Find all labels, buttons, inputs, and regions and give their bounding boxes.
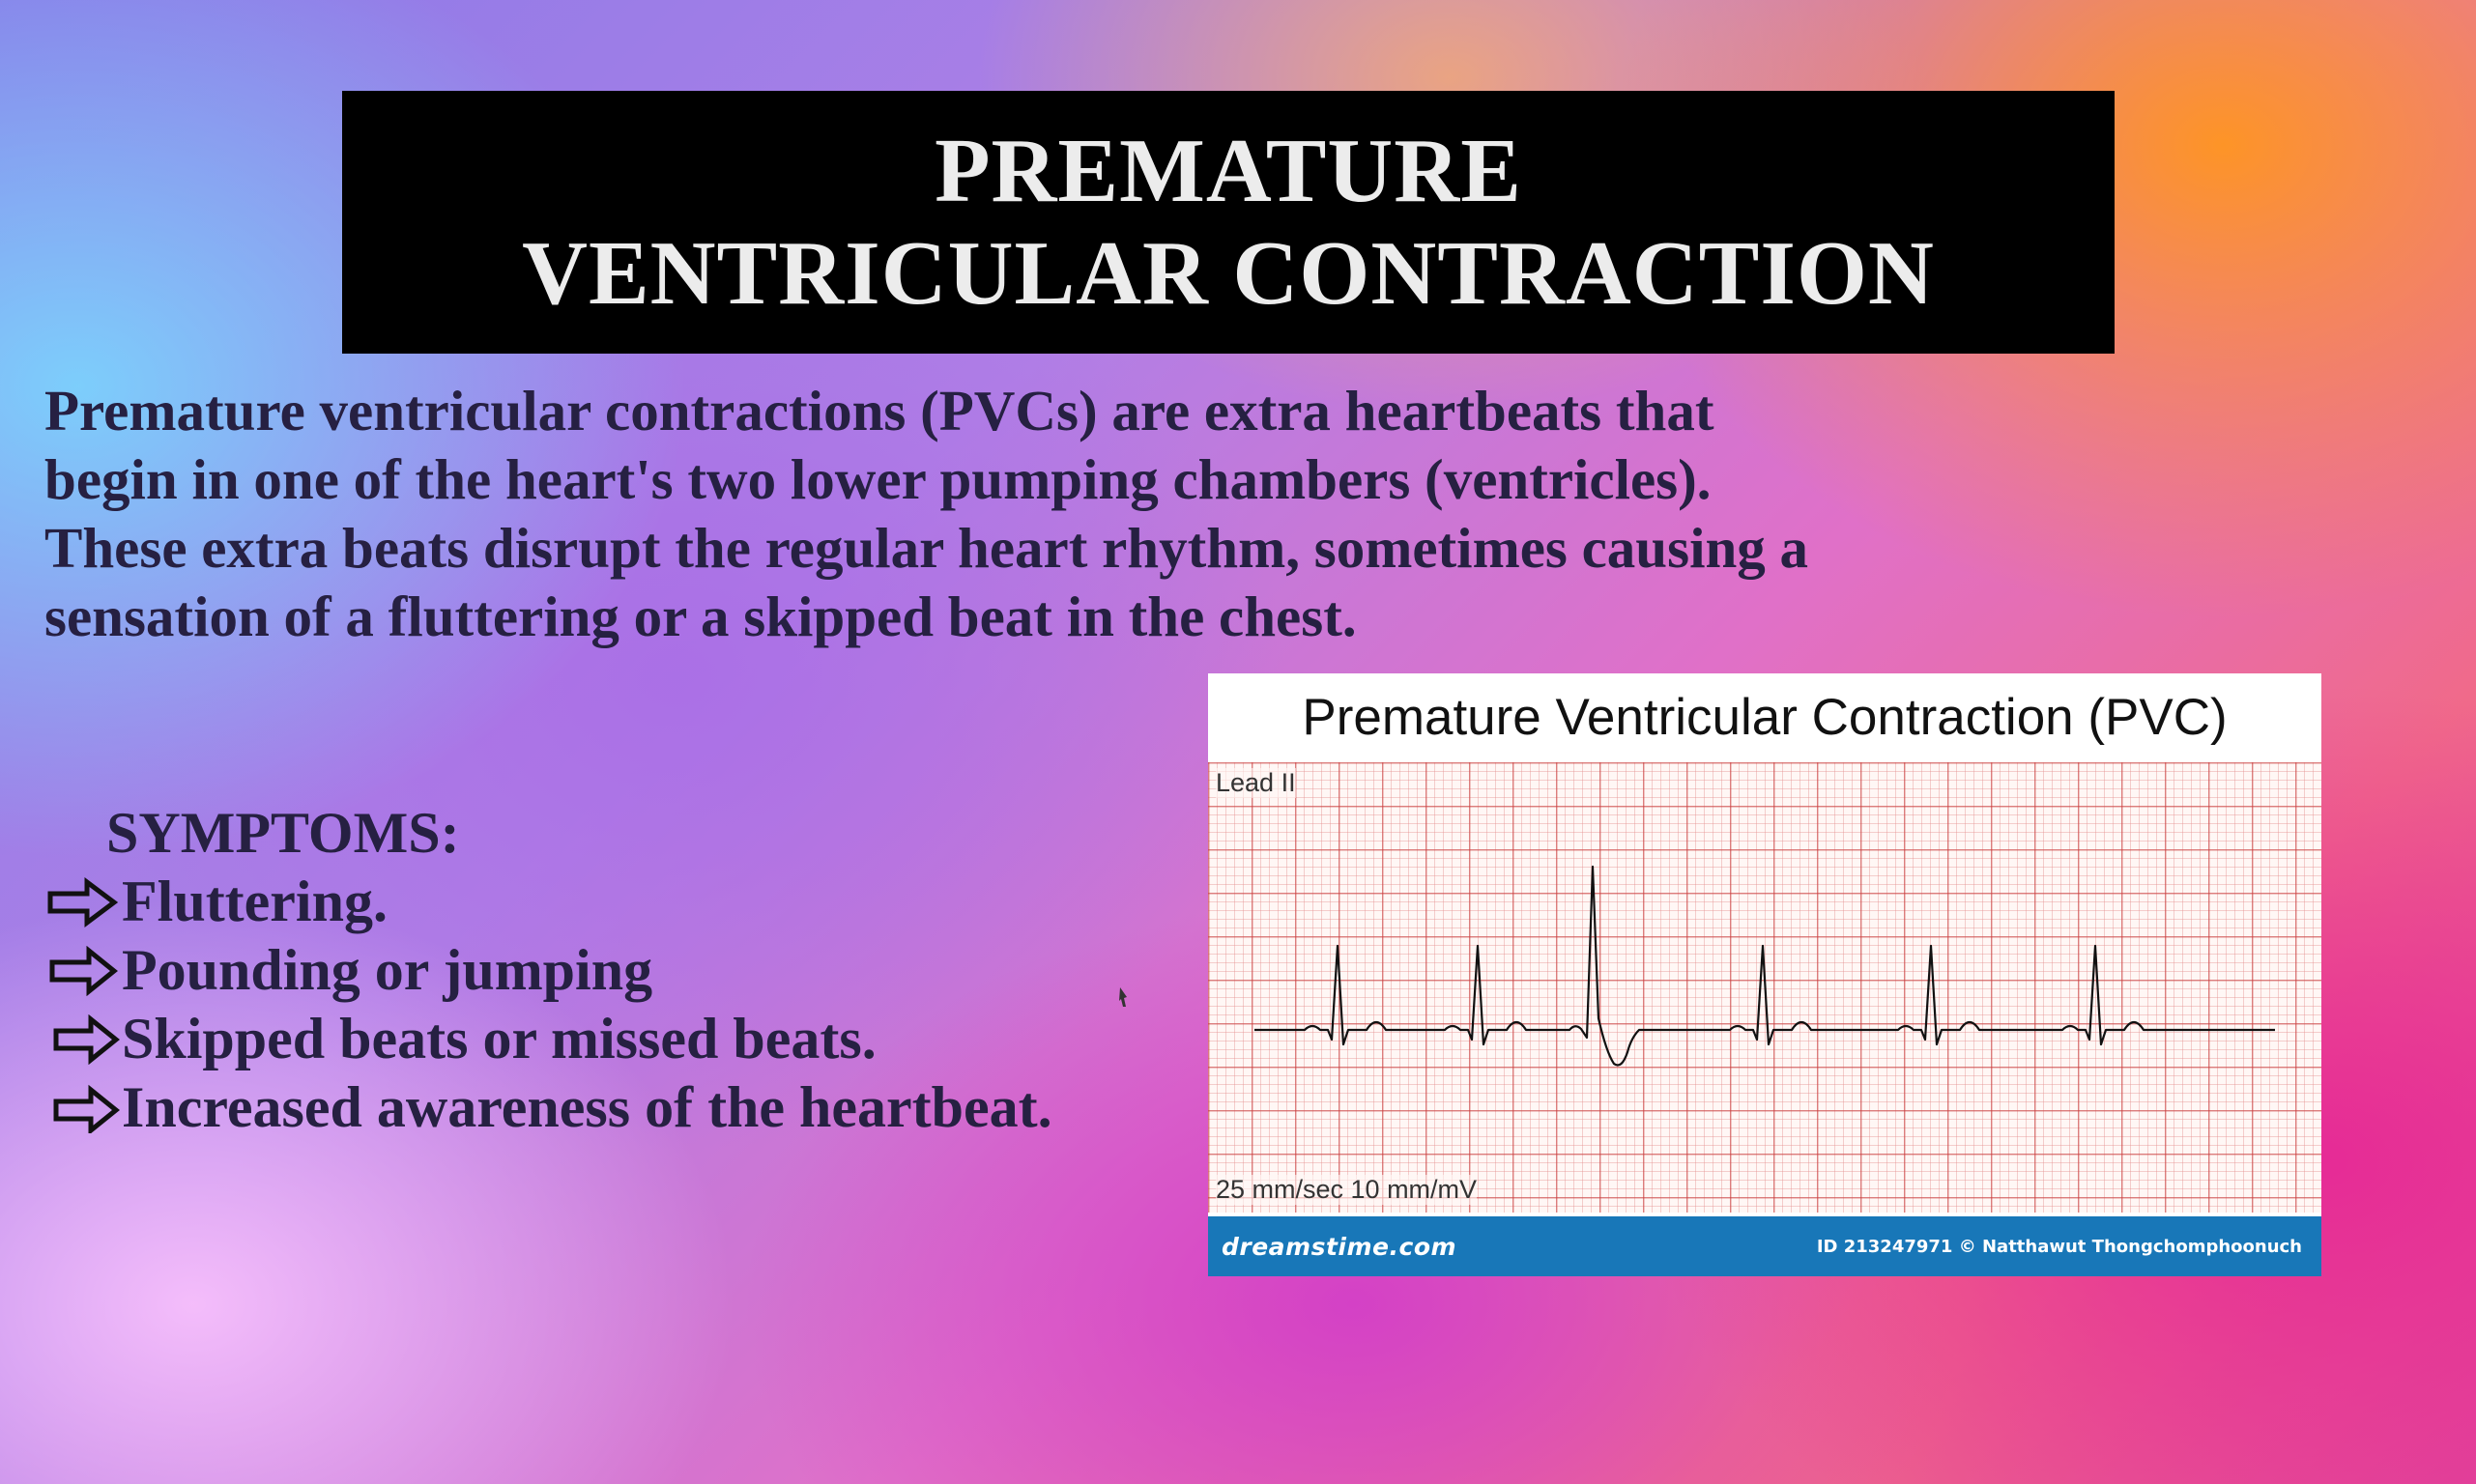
- ecg-title: Premature Ventricular Contraction (PVC): [1302, 689, 2228, 746]
- title-banner: PREMATURE VENTRICULAR CONTRACTION: [342, 91, 2115, 354]
- ecg-waveform: [1254, 865, 2275, 1067]
- image-credit-bar: dreamstime.com ID 213247971 © Natthawut …: [1208, 1216, 2321, 1276]
- symptom-label: Increased awareness of the heartbeat.: [122, 1075, 1052, 1139]
- ecg-grid: Lead II 25 mm/sec 10 mm/mV: [1208, 762, 2321, 1213]
- ecg-lead-label: Lead II: [1216, 768, 1296, 798]
- symptoms-heading: SYMPTOMS:: [106, 801, 460, 865]
- symptom-item: Fluttering.: [46, 868, 1052, 936]
- symptoms-section: SYMPTOMS: Fluttering. Pounding or jumpin…: [46, 798, 1052, 1142]
- title-line-2: VENTRICULAR CONTRACTION: [522, 223, 1935, 324]
- symptom-item: Increased awareness of the heartbeat.: [46, 1073, 1052, 1142]
- right-arrow-icon: [47, 876, 119, 928]
- ecg-scale-label: 25 mm/sec 10 mm/mV: [1216, 1175, 1478, 1205]
- right-arrow-icon: [53, 1013, 120, 1065]
- symptom-item: Skipped beats or missed beats.: [46, 1005, 1052, 1073]
- image-credit: ID 213247971 © Natthawut Thongchomphoonu…: [1816, 1236, 2302, 1257]
- symptom-label: Pounding or jumping: [122, 938, 653, 1002]
- symptom-item: Pounding or jumping: [46, 936, 1052, 1005]
- symptom-label: Fluttering.: [122, 870, 388, 933]
- right-arrow-icon: [53, 1084, 120, 1133]
- ecg-trace: [1254, 865, 2275, 1067]
- title-line-1: PREMATURE: [935, 121, 1522, 221]
- mouse-cursor-icon: [1119, 987, 1127, 1007]
- symptom-label: Skipped beats or missed beats.: [122, 1007, 877, 1070]
- ecg-image: Premature Ventricular Contraction (PVC) …: [1208, 673, 2321, 1276]
- right-arrow-icon: [49, 945, 118, 996]
- pvc-description: Premature ventricular contractions (PVCs…: [44, 379, 1809, 648]
- brand-logo-text: dreamstime.com: [1222, 1232, 1457, 1261]
